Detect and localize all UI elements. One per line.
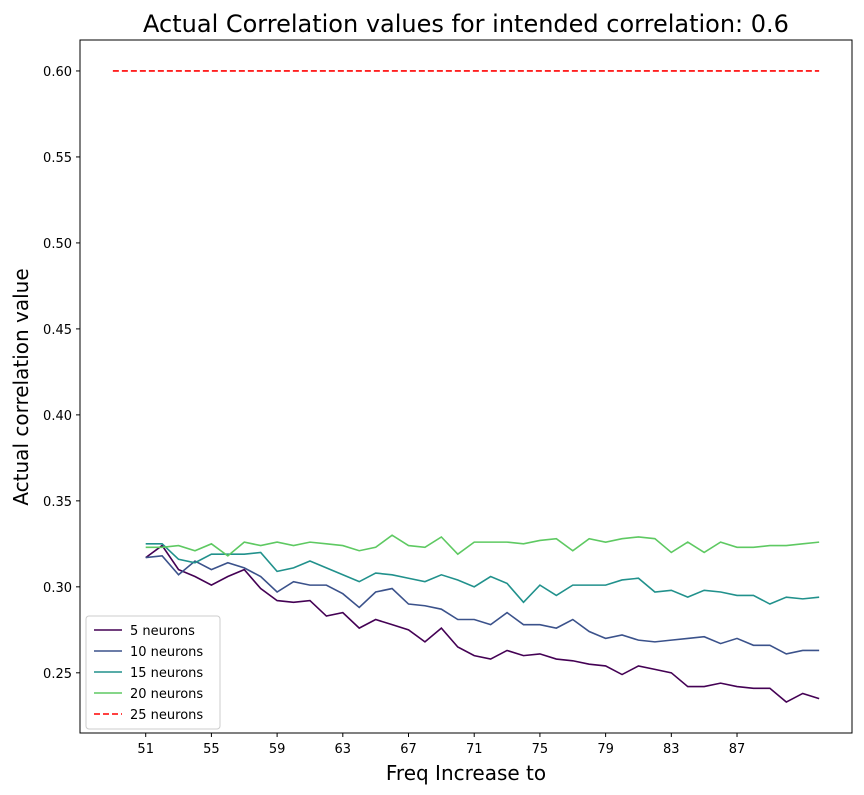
y-tick-label: 0.25 [43, 667, 72, 682]
legend-label: 20 neurons [130, 687, 203, 702]
legend-label: 10 neurons [130, 645, 203, 660]
chart-title: Actual Correlation values for intended c… [143, 10, 789, 38]
legend-box [85, 615, 221, 730]
legend-label: 15 neurons [130, 666, 203, 681]
legend-label: 25 neurons [130, 708, 203, 723]
y-tick-label: 0.35 [43, 495, 72, 510]
x-tick-label: 63 [335, 742, 352, 757]
legend-label: 5 neurons [130, 624, 195, 639]
x-tick-label: 55 [203, 742, 220, 757]
series-line [145, 544, 820, 704]
y-tick-label: 0.40 [43, 409, 72, 424]
x-tick-label: 83 [663, 742, 680, 757]
plot-area [79, 39, 853, 734]
series-line [145, 543, 820, 605]
series-line [145, 555, 820, 655]
x-axis-label: Freq Increase to [386, 761, 546, 785]
x-tick-label: 71 [466, 742, 483, 757]
y-tick-label: 0.30 [43, 581, 72, 596]
x-tick-label: 87 [729, 742, 746, 757]
x-tick-label: 79 [597, 742, 614, 757]
x-tick-label: 75 [532, 742, 549, 757]
x-tick-label: 67 [400, 742, 417, 757]
x-tick-label: 51 [137, 742, 154, 757]
x-tick-label: 59 [269, 742, 286, 757]
y-tick-label: 0.50 [43, 237, 72, 252]
y-tick-label: 0.55 [43, 151, 72, 166]
series-line [145, 534, 820, 557]
y-tick-label: 0.60 [43, 65, 72, 80]
y-axis-label: Actual correlation value [9, 268, 33, 505]
y-tick-label: 0.45 [43, 323, 72, 338]
